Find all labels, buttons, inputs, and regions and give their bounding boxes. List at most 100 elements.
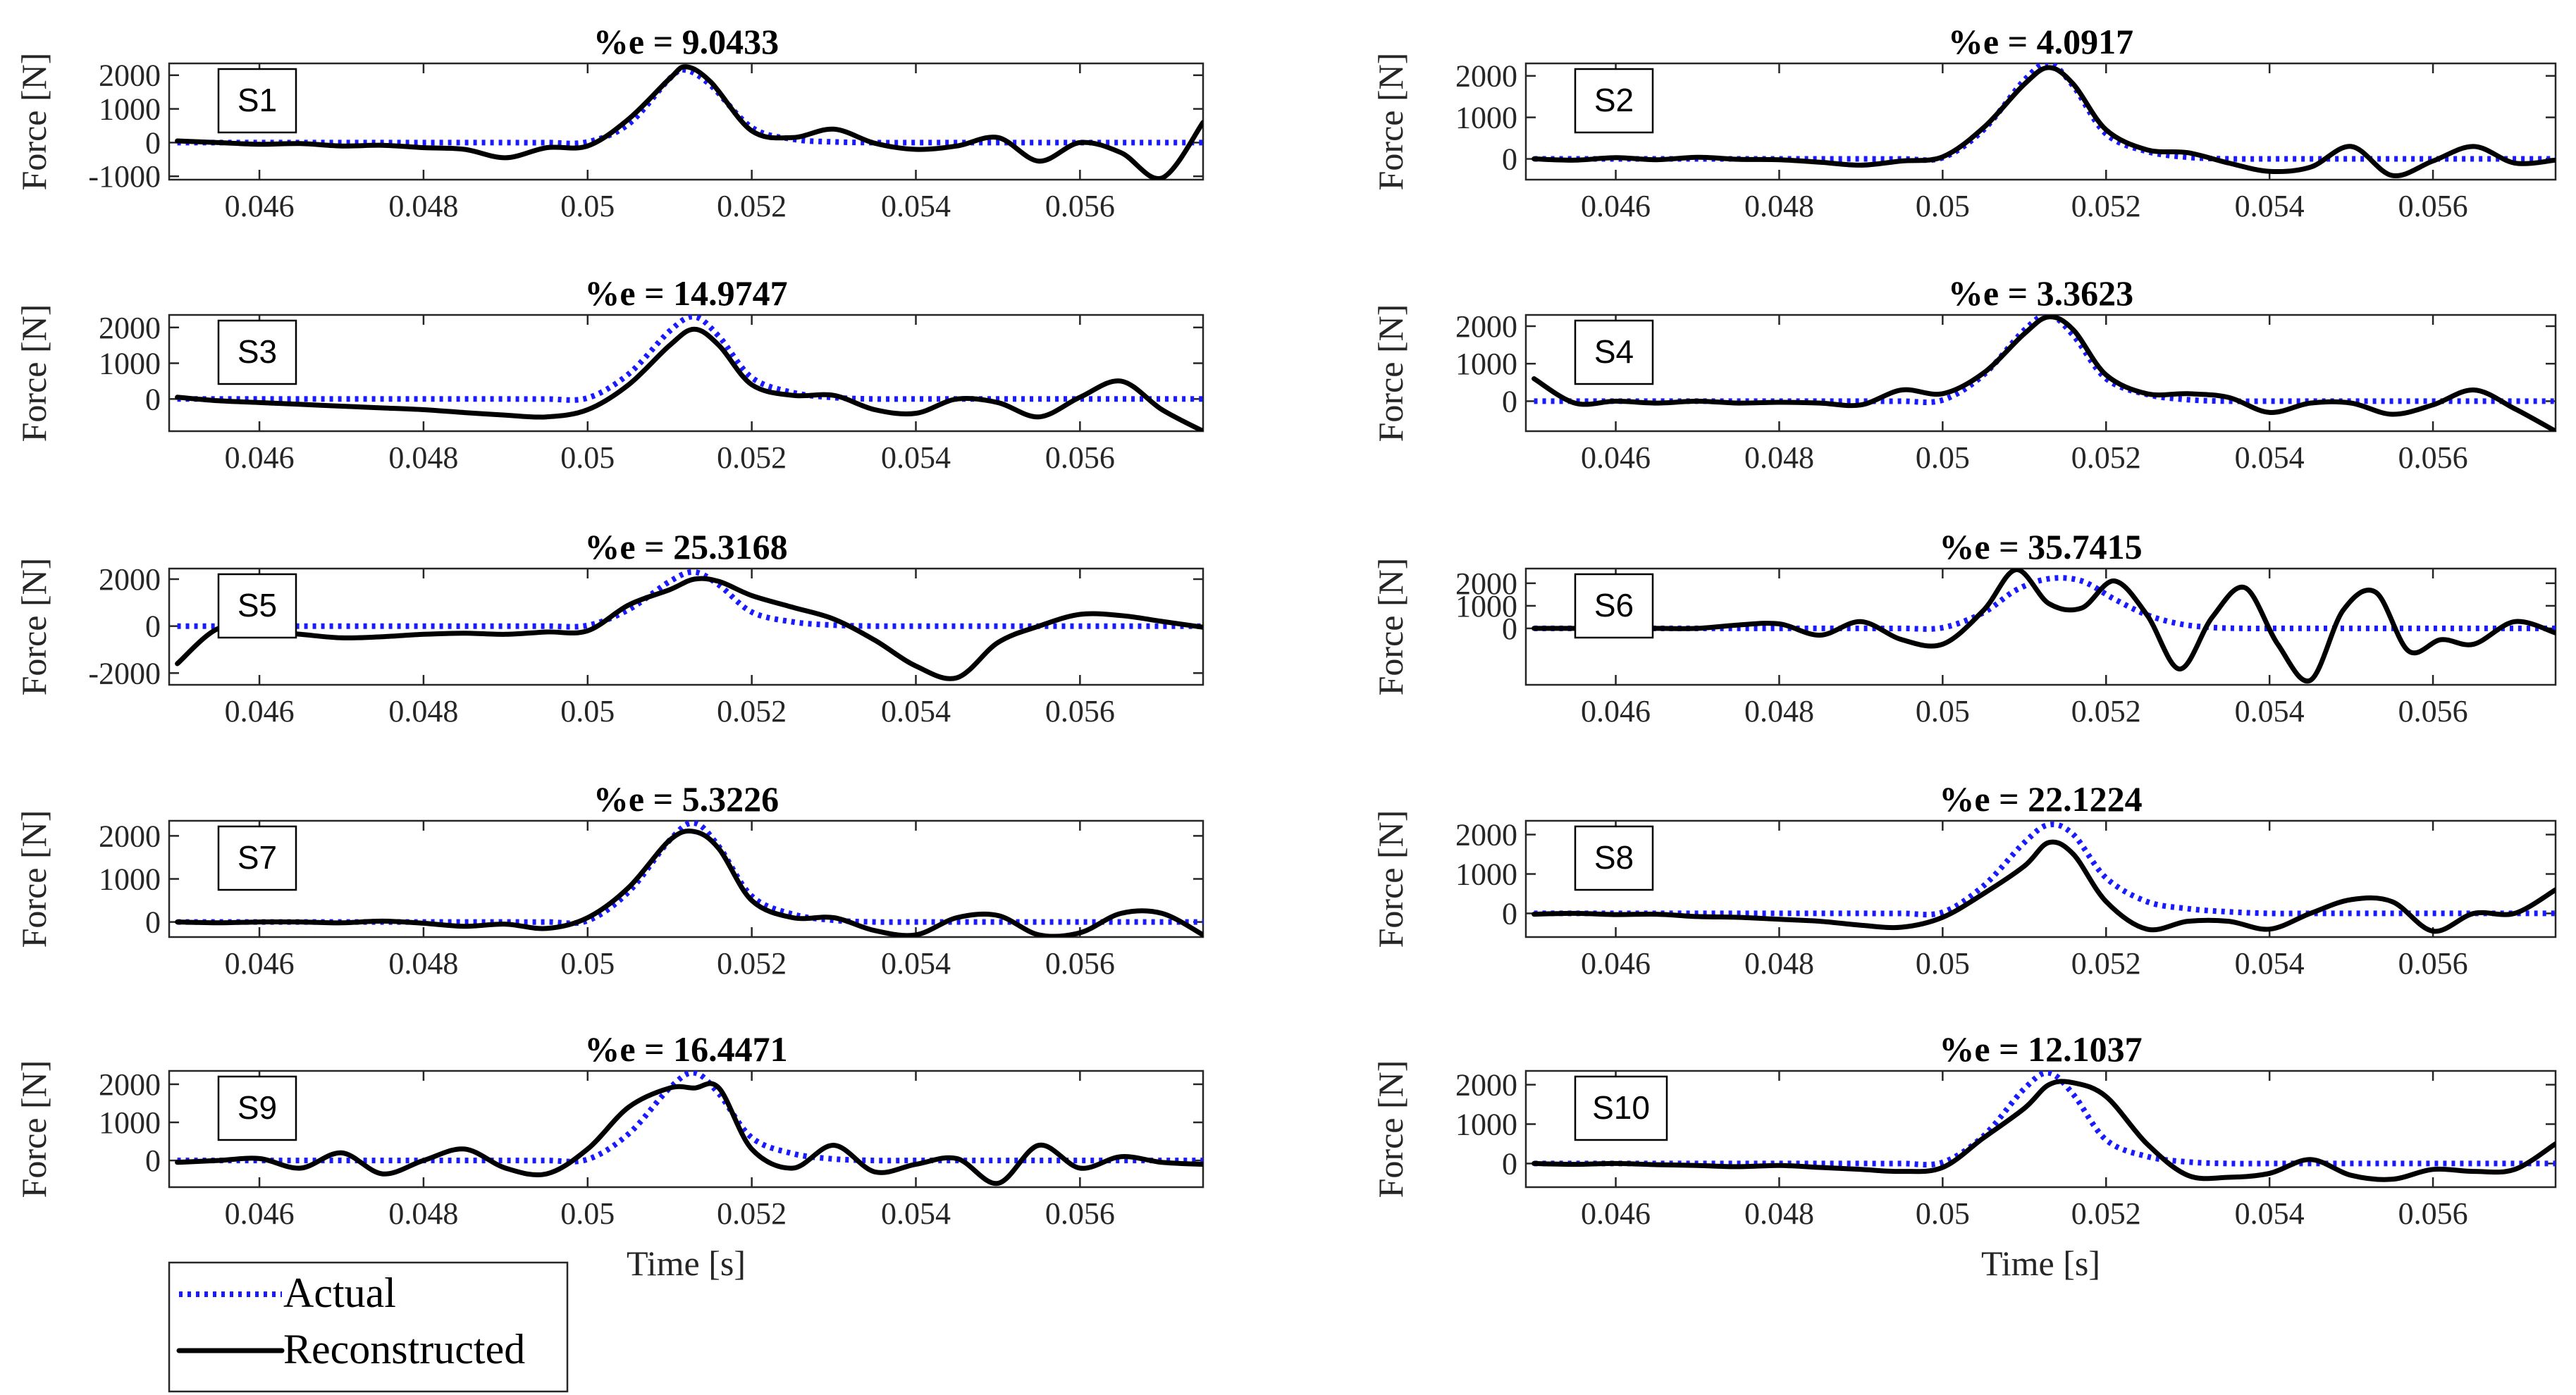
x-tick-label: 0.048 [1744, 1196, 1814, 1231]
panel-label: S6 [1594, 587, 1634, 624]
y-tick-label: 2000 [1455, 818, 1517, 852]
x-tick-label: 0.05 [560, 440, 615, 475]
x-tick-label: 0.052 [717, 1196, 787, 1231]
y-tick-label: 2000 [99, 58, 161, 93]
x-tick-label: 0.046 [225, 440, 295, 475]
x-tick-label: 0.048 [388, 440, 458, 475]
series-line-actual [177, 315, 1203, 403]
subplot-title: %e = 4.0917 [1948, 22, 2133, 61]
legend-label-actual: Actual [283, 1270, 396, 1316]
x-tick-label: 0.052 [717, 440, 787, 475]
y-tick-label: 1000 [1455, 1108, 1517, 1142]
series-line-actual [177, 67, 1203, 147]
y-tick-label: -1000 [88, 159, 161, 194]
series-line-reconstructed [175, 828, 1203, 937]
x-tick-label: 0.052 [2071, 946, 2141, 981]
x-tick-label: 0.052 [2071, 440, 2141, 475]
x-tick-label: 0.05 [560, 1196, 615, 1231]
axes-box [168, 62, 1204, 181]
x-tick-label: 0.054 [881, 946, 951, 981]
legend-label-reconstructed: Reconstructed [283, 1326, 525, 1372]
x-tick-label: 0.046 [1581, 1196, 1651, 1231]
axes-box [168, 819, 1204, 938]
x-tick-label: 0.052 [717, 189, 787, 223]
y-axis-label: Force [N] [14, 304, 54, 442]
panel-label-box [1574, 319, 1654, 385]
y-tick-label: 2000 [99, 311, 161, 345]
y-axis-label: Force [N] [1371, 1060, 1410, 1198]
y-axis-label: Force [N] [14, 1060, 54, 1198]
x-tick-label: 0.056 [1045, 694, 1115, 728]
panel-label: S9 [238, 1089, 277, 1126]
x-tick-label: 0.048 [388, 946, 458, 981]
y-tick-label: 1000 [1455, 589, 1517, 624]
y-tick-label: 0 [1502, 612, 1517, 646]
panel-label: S7 [238, 839, 277, 876]
x-tick-label: 0.046 [225, 1196, 295, 1231]
x-tick-label: 0.056 [1045, 946, 1115, 981]
x-tick-label: 0.05 [1916, 189, 1970, 223]
panel-label: S4 [1594, 333, 1634, 370]
y-tick-label: 0 [1502, 142, 1517, 177]
x-tick-label: 0.052 [2071, 1196, 2141, 1231]
subplot-title: %e = 35.7415 [1939, 527, 2142, 566]
x-axis-label: Time [s] [1981, 1244, 2100, 1283]
subplot-title: %e = 3.3623 [1948, 273, 2133, 313]
y-tick-label: 0 [145, 1143, 161, 1178]
x-tick-label: 0.048 [1744, 946, 1814, 981]
x-tick-label: 0.054 [881, 694, 951, 728]
x-tick-label: 0.056 [1045, 1196, 1115, 1231]
x-tick-label: 0.054 [2235, 440, 2305, 475]
x-tick-label: 0.054 [2235, 1196, 2305, 1231]
y-tick-label: 2000 [99, 819, 161, 853]
legend-box [168, 1261, 569, 1393]
panel-label-box [1574, 825, 1654, 891]
y-tick-label: 1000 [99, 862, 161, 897]
y-tick-label: 1000 [99, 92, 161, 127]
y-tick-label: 2000 [1455, 566, 1517, 601]
series-line-actual [1534, 575, 2556, 632]
x-tick-label: 0.05 [560, 189, 615, 223]
x-tick-label: 0.046 [1581, 946, 1651, 981]
y-tick-label: 2000 [99, 562, 161, 597]
x-tick-label: 0.052 [2071, 189, 2141, 223]
y-tick-label: -2000 [88, 656, 161, 690]
y-tick-label: 0 [1502, 1146, 1517, 1181]
x-tick-label: 0.048 [388, 1196, 458, 1231]
panel-label: S8 [1594, 839, 1634, 876]
panel-label-box [1574, 68, 1654, 134]
subplot-s5: 0.046 0.048 0.05 0.052 0.054 0.056 -2000 0 2000 F… [14, 527, 1204, 728]
x-tick-label: 0.05 [1916, 440, 1970, 475]
x-tick-label: 0.054 [881, 189, 951, 223]
y-tick-label: 2000 [1455, 1068, 1517, 1103]
x-tick-label: 0.05 [1916, 694, 1970, 728]
y-axis-label: Force [N] [1371, 558, 1410, 696]
x-tick-label: 0.05 [1916, 1196, 1970, 1231]
panel-label-box [217, 1075, 297, 1141]
x-tick-label: 0.046 [1581, 189, 1651, 223]
series-line-reconstructed [175, 326, 1203, 431]
legend: Actual Reconstructed [168, 1261, 569, 1393]
panel-label: S10 [1592, 1089, 1650, 1126]
subplot-s2: 0.046 0.048 0.05 0.052 0.054 0.056 0 1000 2000 Fo… [1371, 22, 2557, 223]
y-tick-label: 1000 [1455, 101, 1517, 135]
x-tick-label: 0.054 [881, 440, 951, 475]
y-tick-label: 1000 [1455, 347, 1517, 381]
subplot-title: %e = 25.3168 [584, 527, 787, 566]
y-tick-label: 0 [145, 609, 161, 644]
y-axis-label: Force [N] [14, 558, 54, 696]
x-tick-label: 0.048 [1744, 694, 1814, 728]
y-axis-label: Force [N] [1371, 810, 1410, 948]
panel-label-box [217, 573, 297, 639]
series-line-reconstructed [175, 576, 1203, 681]
y-tick-label: 2000 [1455, 59, 1517, 94]
subplot-s10: 0.046 0.048 0.05 0.052 0.054 0.056 0 1000 2000 Fo… [1371, 1029, 2557, 1231]
x-tick-label: 0.052 [717, 694, 787, 728]
x-tick-label: 0.052 [717, 946, 787, 981]
panel-label-box [217, 825, 297, 891]
y-tick-label: 2000 [99, 1067, 161, 1102]
panel-label: S2 [1594, 82, 1634, 118]
